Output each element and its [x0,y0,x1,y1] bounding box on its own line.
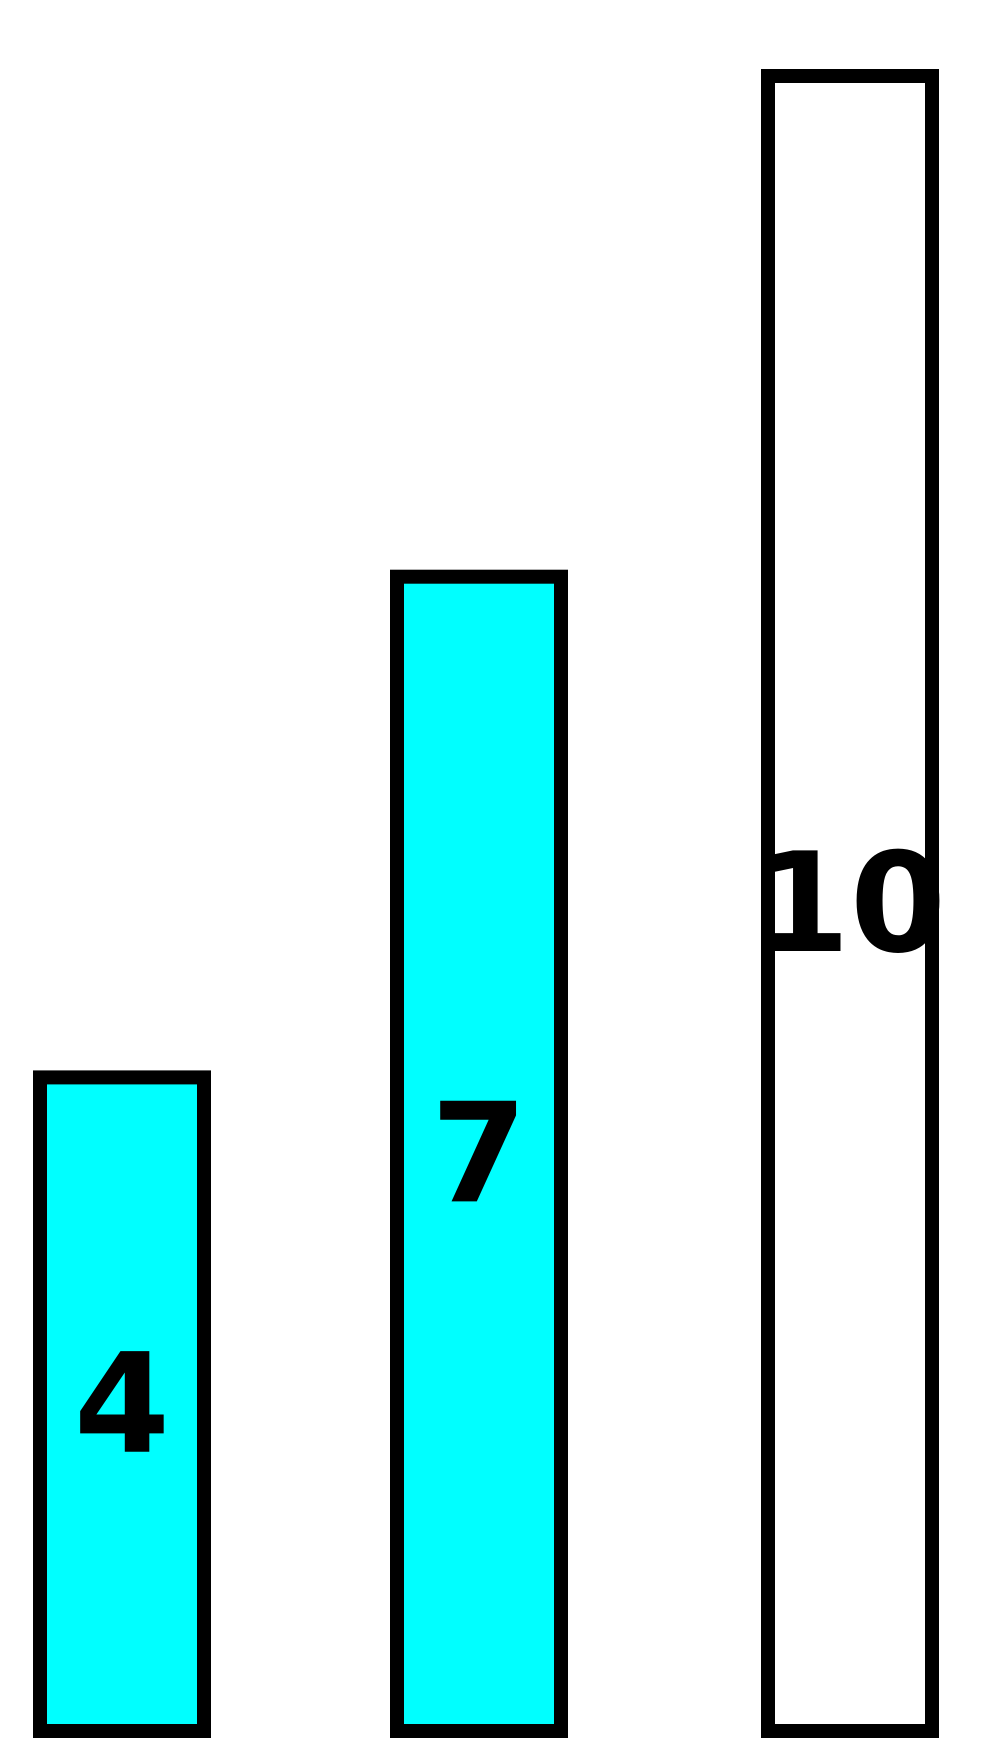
bar-group-2: 7 [390,569,568,1739]
bar-group-1: 4 [33,1070,211,1738]
bar-2 [390,569,568,1739]
bar-value-label-2: 7 [431,1073,527,1234]
bar-3 [761,69,939,1738]
bar-value-label-1: 4 [74,1324,170,1485]
bar-group-3: 10 [754,69,946,1738]
bar-1 [33,1070,211,1738]
bar-value-label-3: 10 [754,823,946,984]
